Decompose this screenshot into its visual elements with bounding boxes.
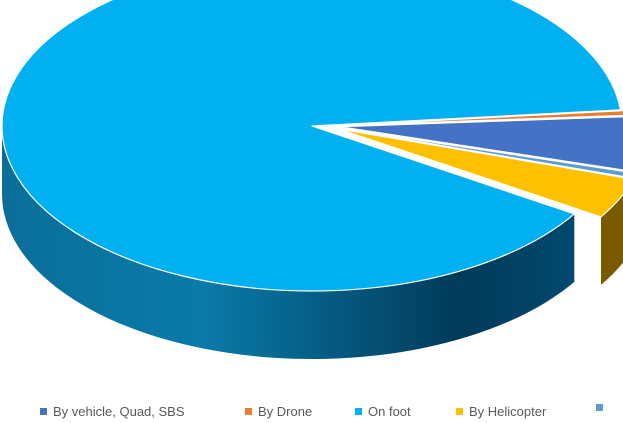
legend-swatch-other: [596, 404, 603, 411]
legend-swatch-drone: [245, 408, 252, 415]
slice-helicopter[interactable]: [338, 128, 623, 218]
legend-item-helicopter[interactable]: By Helicopter: [456, 404, 546, 419]
slice-on-foot-side: [2, 126, 575, 359]
legend-item-vehicle[interactable]: By vehicle, Quad, SBS: [40, 404, 185, 419]
legend-item-other[interactable]: [596, 404, 609, 411]
legend: By vehicle, Quad, SBS By Drone On foot B…: [0, 404, 623, 423]
legend-label-vehicle: By vehicle, Quad, SBS: [53, 404, 185, 419]
slice-helicopter-side: [601, 194, 623, 285]
pie-sides: [2, 126, 623, 359]
legend-label-drone: By Drone: [258, 404, 313, 419]
pie-slices: [1, 0, 623, 292]
slice-vehicle[interactable]: [339, 116, 623, 172]
legend-swatch-on-foot: [355, 408, 362, 415]
legend-swatch-vehicle: [40, 408, 47, 415]
legend-label-on-foot: On foot: [368, 404, 411, 419]
legend-item-drone[interactable]: By Drone: [245, 404, 312, 419]
legend-item-on-foot[interactable]: On foot: [355, 404, 411, 419]
legend-label-helicopter: By Helicopter: [469, 404, 547, 419]
slice-on-foot[interactable]: [1, 0, 622, 292]
legend-swatch-helicopter: [456, 408, 463, 415]
